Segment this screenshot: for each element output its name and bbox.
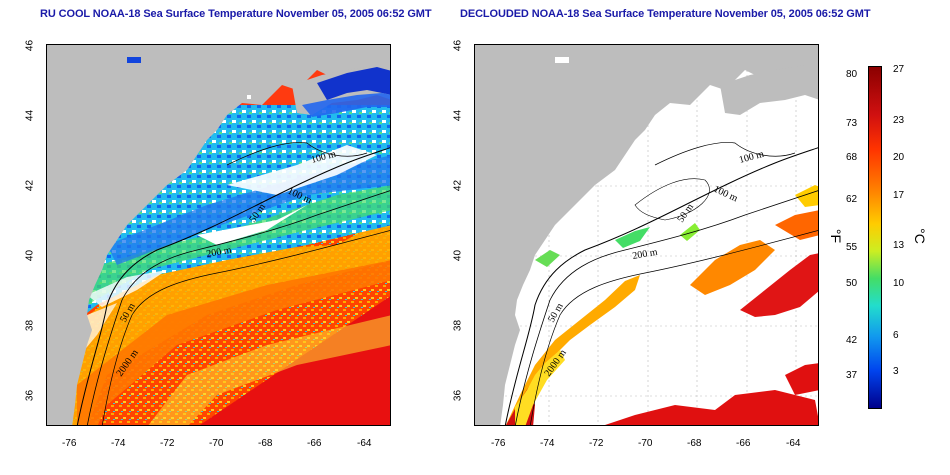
cbar-c-27: 27	[893, 64, 905, 75]
cbar-c-3: 3	[893, 366, 899, 377]
cbar-c-10: 10	[893, 278, 905, 289]
right-lat-tick-42: 42	[452, 179, 464, 192]
cbar-f-68: 68	[846, 152, 858, 163]
right-contour-label-200m: 200 m	[632, 247, 659, 262]
left-map-title: RU COOL NOAA-18 Sea Surface Temperature …	[40, 8, 432, 20]
right-lon-tick-70: -70	[638, 438, 653, 449]
right-lat-tick-46: 46	[452, 39, 464, 52]
left-lat-tick-42: 42	[24, 179, 36, 192]
left-lon-tick-64: -64	[357, 438, 372, 449]
colorbar-celsius-unit: °C	[911, 228, 928, 244]
cbar-c-13: 13	[893, 240, 905, 251]
right-lon-tick-72: -72	[589, 438, 604, 449]
left-lon-tick-76: -76	[62, 438, 77, 449]
right-lat-tick-36: 36	[452, 389, 464, 402]
right-sst-map: 100 m 100 m 50 m 200 m 50 m 2000 m	[474, 44, 819, 426]
cbar-c-20: 20	[893, 152, 905, 163]
cbar-f-50: 50	[846, 278, 858, 289]
right-lon-tick-66: -66	[736, 438, 751, 449]
cbar-f-80: 80	[846, 69, 858, 80]
cbar-f-73: 73	[846, 118, 858, 129]
right-lat-tick-44: 44	[452, 109, 464, 122]
right-lon-tick-74: -74	[540, 438, 555, 449]
cbar-c-17: 17	[893, 190, 905, 201]
right-map-title: DECLOUDED NOAA-18 Sea Surface Temperatur…	[460, 8, 871, 20]
left-sst-map: 100 m 100 m 50 m 200 m 50 m 2000 m	[46, 44, 391, 426]
left-lon-tick-70: -70	[209, 438, 224, 449]
colorbar-fahrenheit-unit: °F	[828, 228, 845, 244]
cbar-f-42: 42	[846, 335, 858, 346]
cbar-c-23: 23	[893, 115, 905, 126]
right-lon-tick-64: -64	[786, 438, 801, 449]
cbar-f-55: 55	[846, 242, 858, 253]
temperature-colorbar	[868, 66, 882, 409]
left-lon-tick-68: -68	[258, 438, 273, 449]
left-lon-tick-74: -74	[111, 438, 126, 449]
left-lat-tick-40: 40	[24, 249, 36, 262]
cbar-f-37: 37	[846, 370, 858, 381]
right-lon-tick-68: -68	[687, 438, 702, 449]
left-lat-tick-46: 46	[24, 39, 36, 52]
left-lat-tick-36: 36	[24, 389, 36, 402]
left-lat-tick-44: 44	[24, 109, 36, 122]
left-lon-tick-72: -72	[160, 438, 175, 449]
left-lat-tick-38: 38	[24, 319, 36, 332]
left-contour-label-200m: 200 m	[206, 245, 233, 260]
right-lon-tick-76: -76	[491, 438, 506, 449]
right-lat-tick-40: 40	[452, 249, 464, 262]
cbar-f-62: 62	[846, 194, 858, 205]
cbar-c-6: 6	[893, 330, 899, 341]
left-lon-tick-66: -66	[307, 438, 322, 449]
right-lat-tick-38: 38	[452, 319, 464, 332]
